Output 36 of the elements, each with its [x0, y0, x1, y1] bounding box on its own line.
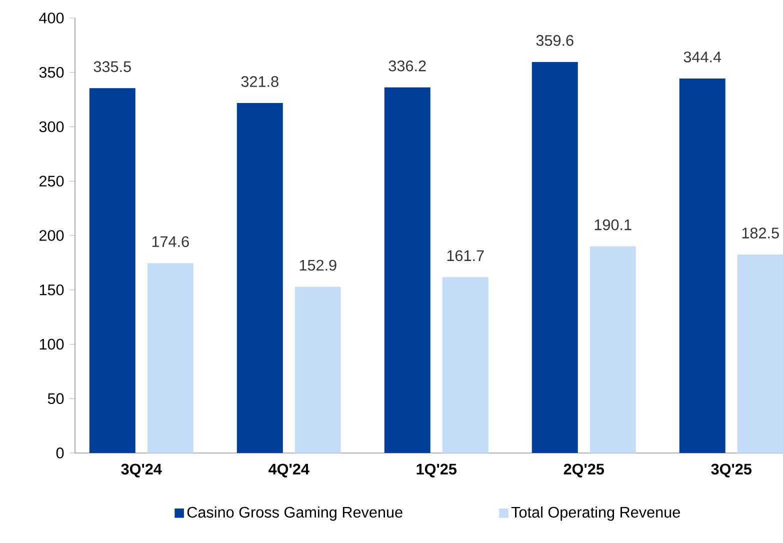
- legend-label: Total Operating Revenue: [511, 506, 680, 521]
- bar: [236, 103, 283, 453]
- y-tick-label: 0: [56, 448, 64, 458]
- data-label: 174.6: [152, 236, 189, 248]
- data-label: 336.2: [388, 60, 426, 72]
- y-tick-label: 150: [40, 284, 64, 296]
- y-tick-label: 350: [39, 66, 64, 78]
- bar: [442, 277, 488, 453]
- data-label: 152.9: [300, 260, 336, 271]
- x-tick-label: 1Q'25: [416, 464, 457, 478]
- y-tick-label: 50: [48, 393, 64, 404]
- legend-label: Casino Gross Gaming Revenue: [187, 506, 402, 521]
- y-tick-label: 100: [40, 338, 64, 350]
- data-label: 190.1: [594, 219, 632, 230]
- x-tick-label: 3Q'25: [711, 464, 752, 478]
- data-label: 344.4: [684, 52, 722, 62]
- bar: [679, 78, 726, 453]
- y-tick-label: 400: [39, 12, 64, 24]
- y-tick-label: 300: [39, 121, 64, 132]
- x-tick-label: 4Q'24: [268, 464, 310, 478]
- bar: [294, 286, 341, 453]
- data-label: 335.5: [94, 61, 131, 72]
- bar: [532, 62, 578, 453]
- bar: [590, 246, 636, 453]
- y-tick-label: 250: [39, 176, 64, 187]
- data-label: 321.8: [241, 76, 278, 87]
- data-label: 161.7: [447, 250, 484, 262]
- bar: [89, 88, 136, 453]
- bar: [737, 254, 783, 453]
- data-label: 359.6: [536, 35, 574, 46]
- data-label: 182.5: [742, 228, 779, 238]
- bar: [147, 263, 194, 453]
- y-tick-label: 200: [39, 230, 64, 241]
- bar: [384, 87, 430, 453]
- x-tick-label: 3Q'24: [121, 464, 162, 478]
- x-tick-label: 2Q'25: [564, 464, 604, 478]
